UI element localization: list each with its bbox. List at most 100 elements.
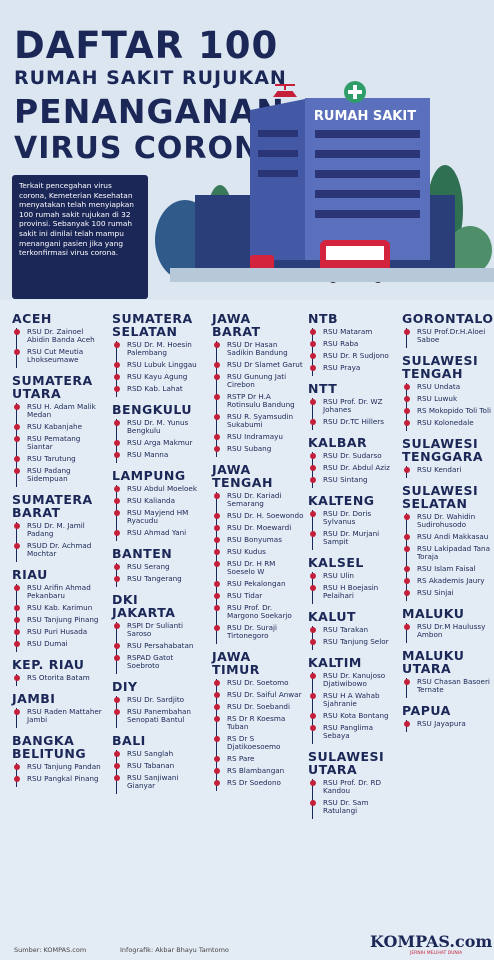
hospital-list: RSU Dr. Zainoel Abidin Banda Aceh RSU Cut… (13, 328, 104, 368)
hospital-list: RSU Raden Mattaher Jambi (13, 708, 104, 728)
hospital: RSU Raden Mattaher Jambi (13, 708, 104, 728)
hospital: RSU Jayapura (403, 720, 494, 732)
hospital: RSU Dr. Doris Sylvanus (309, 510, 400, 530)
hospital-list: RSU Dr. M. Hoesin Palembang RSU Lubuk Lin… (113, 341, 204, 397)
hospital-illustration: RUMAH SAKIT (155, 81, 494, 283)
hospital: RSU Undata (403, 383, 494, 395)
hospital-list: RSU Dr. Doris Sylvanus RSU Dr. Murjani Sa… (309, 510, 400, 550)
hospital: RSUD Dr. Achmad Mochtar (13, 542, 104, 562)
hospital-list: RSU Dr. Wahidin Sudirohusodo RSU Andi Mak… (403, 513, 494, 601)
hospital: RS Dr S Djatikoesoemo (213, 735, 304, 755)
hospital: RSU Puri Husada (13, 628, 104, 640)
hospital-list: RSU Abdul Moeloek RSU Kalianda RSU Mayjend… (113, 485, 204, 541)
hospital-list: RSU Undata RSU Luwuk RS Mokopido Toli Toli… (403, 383, 494, 431)
hospital: RSU Dr.M Haulussy Ambon (403, 623, 494, 643)
region-name: DKI JAKARTA (112, 592, 176, 620)
region-name: JAWA TENGAH (212, 462, 273, 490)
hospital: RSU Dr. M. Hoesin Palembang (113, 341, 204, 361)
hospital: RSU Prof. Dr. RD Kandou (309, 779, 400, 799)
hospital: RSU H Boejasin Pelaihari (309, 584, 400, 604)
hospital: RSU Sanglah (113, 750, 204, 762)
hospital: RSU Kab. Karimun (13, 604, 104, 616)
region-column: ACEH RSU Dr. Zainoel Abidin Banda Aceh RSU… (12, 306, 104, 787)
hospital: RSU Islam Faisal (403, 565, 494, 577)
hospital-list: RSU Prof.Dr.H.Aloei Saboe (403, 328, 494, 348)
hospital: RSU Dr.TC Hillers (309, 418, 400, 430)
region-name: MALUKU UTARA (402, 648, 465, 676)
region-name: KALUT (308, 609, 357, 624)
hospital: RSPAD Gatot Soebroto (113, 654, 204, 674)
title-line: RUMAH SAKIT RUJUKAN (14, 67, 287, 89)
title-line: PENANGANAN (14, 92, 285, 131)
hospital: RSU Andi Makkasau (403, 533, 494, 545)
hospital: RS Akademis Jaury (403, 577, 494, 589)
region-name: BANTEN (112, 546, 173, 561)
title-line: VIRUS CORONA (14, 131, 285, 166)
hospital-list: RSU H. Adam Malik Medan RSU Kabanjahe RSU … (13, 403, 104, 487)
hospital-list: RSU Dr. Kariadi Semarang RSU Dr. H. Soewo… (213, 492, 304, 644)
hospital: RSU Prof. Dr. Margono Soekarjo (213, 604, 304, 624)
hospital: RSU Mataram (309, 328, 400, 340)
hospital: RSU Tangerang (113, 575, 204, 587)
hospital: RSU Serang (113, 563, 204, 575)
hospital: RSU Tidar (213, 592, 304, 604)
logo: KOMPAS.com (370, 932, 493, 951)
hospital: RSU Panglima Sebaya (309, 724, 400, 744)
hospital: RSU Indramayu (213, 433, 304, 445)
hospital: RSU Tabanan (113, 762, 204, 774)
hospital: RSU Prof.Dr.H.Aloei Saboe (403, 328, 494, 348)
region-name: RIAU (12, 567, 48, 582)
credit: Infografik: Akbar Bhayu Tamtomo (120, 946, 229, 954)
hospital: RSU Dr. Sudarso (309, 452, 400, 464)
hospital: RS Dr Soedono (213, 779, 304, 791)
hospital: RS Mokopido Toli Toli (403, 407, 494, 419)
hospital: RSU Tarutung (13, 455, 104, 467)
region-name: KEP. RIAU (12, 657, 85, 672)
hospital: RSU Gunung Jati Cirebon (213, 373, 304, 393)
hospital-list: RSU Sanglah RSU Tabanan RSU Sanjiwani Gian… (113, 750, 204, 794)
hospital: RSU Bonyumas (213, 536, 304, 548)
hospital: RSU R. Syamsudin Sukabumi (213, 413, 304, 433)
hospital: RSU Abdul Moeloek (113, 485, 204, 497)
hospital: RSU Dr Slamet Garut (213, 361, 304, 373)
hospital-list: RSU Prof. Dr. WZ Johanes RSU Dr.TC Hiller… (309, 398, 400, 430)
hospital-list: RSU Dr Hasan Sadikin Bandung RSU Dr Slame… (213, 341, 304, 457)
hospital: RSU Kalianda (113, 497, 204, 509)
hospital: RSU Dr. Murjani Sampit (309, 530, 400, 550)
hospital: RSU Pematang Siantar (13, 435, 104, 455)
hospital: RSU Raba (309, 340, 400, 352)
region-column: GORONTALO RSU Prof.Dr.H.Aloei Saboe SULAWE… (402, 306, 494, 732)
hospital: RSU Persahabatan (113, 642, 204, 654)
hospital: RSU Dr. Zainoel Abidin Banda Aceh (13, 328, 104, 348)
hospital: RSD Kab. Lahat (113, 385, 204, 397)
region-name: KALTENG (308, 493, 375, 508)
region-name: KALTIM (308, 655, 362, 670)
hospital: RSU Manna (113, 451, 204, 463)
hospital: RSU Dr. H RM Soeselo W (213, 560, 304, 580)
hospital: RSU Dr. Soetomo (213, 679, 304, 691)
hospital: RSU Dr. Kanujoso Djatiwibowo (309, 672, 400, 692)
region-name: JAWA BARAT (212, 311, 261, 339)
hospital: RSU Tanjung Selor (309, 638, 400, 650)
region-column: NTB RSU Mataram RSU Raba RSU Dr. R Sudjono R… (308, 306, 400, 819)
region-name: DIY (112, 679, 138, 694)
hospital: RSU Dr. Sam Ratulangi (309, 799, 400, 819)
hospital-list: RSU Dr. Kanujoso Djatiwibowo RSU H A Waha… (309, 672, 400, 744)
source: Sumber: KOMPAS.com (14, 946, 87, 954)
hospital-list: RSU Serang RSU Tangerang (113, 563, 204, 587)
hospital-list: RSU Dr.M Haulussy Ambon (403, 623, 494, 643)
region-name: GORONTALO (402, 311, 494, 326)
region-name: NTB (308, 311, 339, 326)
hospital: RSU Kabanjahe (13, 423, 104, 435)
hospital: RSU Kendari (403, 466, 494, 478)
hospital: RSU Pangkal Pinang (13, 775, 104, 787)
hospital: RSU Dumai (13, 640, 104, 652)
hospital: RSU H. Adam Malik Medan (13, 403, 104, 423)
hospital: RSU Dr. Suraji Tirtonegoro (213, 624, 304, 644)
hospital: RS Dr R Koesma Tuban (213, 715, 304, 735)
hospital: RSU Tarakan (309, 626, 400, 638)
hospital-list: RSU Dr. Sudarso RSU Dr. Abdul Aziz RSU Sin… (309, 452, 400, 488)
hospital: RSU Tanjung Pandan (13, 763, 104, 775)
hospital: RSU Kota Bontang (309, 712, 400, 724)
